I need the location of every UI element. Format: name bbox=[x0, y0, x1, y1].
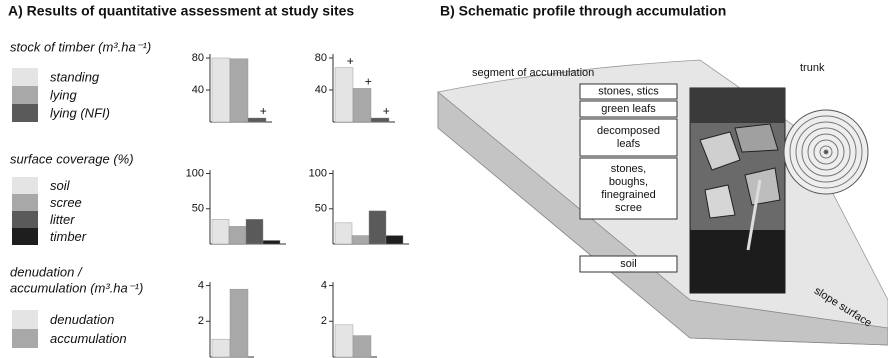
stone bbox=[735, 124, 778, 152]
panel-b-title: B) Schematic profile through accumulatio… bbox=[440, 3, 726, 19]
layer-label: soil bbox=[620, 258, 637, 270]
legend-swatch bbox=[12, 329, 38, 348]
bar bbox=[230, 289, 248, 357]
bar bbox=[371, 118, 389, 122]
bar bbox=[230, 59, 248, 122]
bar bbox=[212, 219, 229, 244]
legend-label: denudation bbox=[50, 312, 114, 327]
layer-label: stones, bbox=[611, 163, 646, 175]
legend-swatch bbox=[12, 86, 38, 104]
y-tick-label: 80 bbox=[315, 52, 327, 64]
y-tick-label: 100 bbox=[309, 167, 327, 179]
legend-swatch bbox=[12, 310, 38, 329]
y-tick-label: 40 bbox=[315, 84, 327, 96]
row-title: accumulation (m³.ha⁻¹) bbox=[10, 280, 143, 295]
bar bbox=[246, 219, 263, 244]
legend-swatch bbox=[12, 104, 38, 122]
bar bbox=[212, 58, 230, 122]
bar bbox=[248, 118, 266, 122]
y-tick-label: 80 bbox=[192, 52, 204, 64]
y-tick-label: 50 bbox=[192, 203, 204, 215]
stone bbox=[745, 168, 780, 205]
annotation: + bbox=[347, 54, 354, 68]
row-title: denudation / bbox=[10, 264, 83, 279]
y-tick-label: 40 bbox=[192, 84, 204, 96]
legend-swatch bbox=[12, 228, 38, 245]
layer-label: stones, stics bbox=[598, 85, 659, 97]
bar bbox=[335, 223, 352, 244]
legend-label: standing bbox=[50, 69, 100, 84]
legend-label: soil bbox=[50, 178, 71, 193]
layer-label: boughs, bbox=[609, 176, 648, 188]
legend-swatch bbox=[12, 177, 38, 194]
bar bbox=[335, 325, 353, 357]
layer-label: green leafs bbox=[601, 103, 656, 115]
layer-label: leafs bbox=[617, 138, 641, 150]
legend-label: timber bbox=[50, 229, 87, 244]
y-tick-label: 50 bbox=[315, 203, 327, 215]
row-title: surface coverage (%) bbox=[10, 151, 134, 166]
legend-label: scree bbox=[50, 195, 82, 210]
panel-a-title: A) Results of quantitative assessment at… bbox=[8, 3, 354, 19]
trunk-label: trunk bbox=[800, 62, 825, 74]
row-title: stock of timber (m³.ha⁻¹) bbox=[10, 39, 151, 54]
layer-label: finegrained bbox=[601, 189, 655, 201]
legend-swatch bbox=[12, 194, 38, 211]
y-tick-label: 4 bbox=[321, 279, 327, 291]
bar bbox=[369, 211, 386, 244]
legend-label: lying (NFI) bbox=[50, 105, 110, 120]
layer-label: decomposed bbox=[597, 125, 660, 137]
annotation: + bbox=[365, 75, 372, 89]
legend-label: litter bbox=[50, 212, 75, 227]
bar bbox=[386, 236, 403, 244]
y-tick-label: 2 bbox=[321, 315, 327, 327]
soil-layer bbox=[690, 230, 785, 293]
bar bbox=[335, 68, 353, 122]
bar bbox=[353, 336, 371, 357]
bar bbox=[353, 88, 371, 122]
bar bbox=[263, 240, 280, 244]
bar bbox=[352, 236, 369, 244]
figure: A) Results of quantitative assessment at… bbox=[0, 0, 888, 358]
legend-label: accumulation bbox=[50, 331, 127, 346]
legend-label: lying bbox=[50, 87, 78, 102]
y-tick-label: 2 bbox=[198, 315, 204, 327]
segment-label: segment of accumulation bbox=[472, 67, 594, 79]
legend-swatch bbox=[12, 68, 38, 86]
schematic: segment of accumulation trunk slope surf… bbox=[438, 60, 888, 345]
layer-label: scree bbox=[615, 202, 642, 214]
y-tick-label: 4 bbox=[198, 279, 204, 291]
legend-swatch bbox=[12, 211, 38, 228]
leaf-layer bbox=[690, 88, 785, 123]
trunk bbox=[784, 110, 868, 194]
bar bbox=[229, 226, 246, 244]
annotation: + bbox=[383, 104, 390, 118]
bar bbox=[212, 339, 230, 357]
annotation: + bbox=[260, 104, 267, 118]
y-tick-label: 100 bbox=[186, 167, 204, 179]
